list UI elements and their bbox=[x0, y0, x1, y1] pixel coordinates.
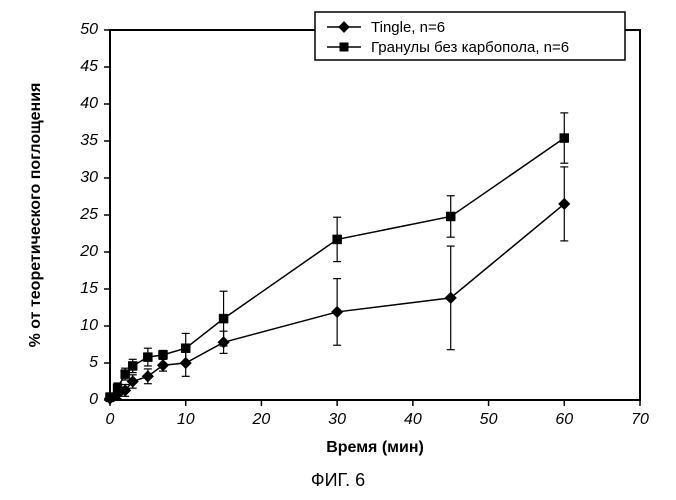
x-tick-label: 60 bbox=[555, 411, 573, 428]
y-tick-label: 40 bbox=[80, 95, 98, 112]
data-marker bbox=[219, 314, 228, 323]
x-tick-label: 20 bbox=[252, 411, 271, 428]
chart-svg: 0 5 10 15 20 25 30 35 40 45 50 0 10 20 30 40 50 60 70 % от … bbox=[0, 0, 676, 500]
y-tick-label: 15 bbox=[80, 280, 98, 297]
figure-caption: ФИГ. 6 bbox=[311, 470, 365, 490]
data-marker bbox=[333, 235, 342, 244]
data-marker bbox=[560, 134, 569, 143]
y-tick-label: 45 bbox=[80, 58, 98, 75]
x-tick-label: 30 bbox=[328, 411, 346, 428]
x-axis-label: Время (мин) bbox=[326, 439, 424, 456]
y-tick-label: 50 bbox=[80, 21, 98, 38]
y-tick-label: 35 bbox=[80, 132, 98, 149]
figure-container: 0 5 10 15 20 25 30 35 40 45 50 0 10 20 30 40 50 60 70 % от … bbox=[0, 0, 676, 500]
x-tick-label: 0 bbox=[106, 411, 115, 428]
x-tick-label: 40 bbox=[404, 411, 422, 428]
legend-label: Tingle, n=6 bbox=[371, 19, 445, 36]
y-tick-label: 0 bbox=[89, 391, 98, 408]
y-axis-label: % от теоретического поглощения bbox=[27, 83, 44, 348]
y-tick-label: 30 bbox=[80, 169, 98, 186]
legend-label: Гранулы без карбопола, n=6 bbox=[371, 39, 569, 56]
data-marker bbox=[181, 344, 190, 353]
data-marker bbox=[446, 212, 455, 221]
data-marker bbox=[121, 370, 130, 379]
data-marker bbox=[113, 384, 122, 393]
y-tick-label: 5 bbox=[89, 354, 98, 371]
x-tick-label: 50 bbox=[480, 411, 498, 428]
x-tick-label: 70 bbox=[631, 411, 649, 428]
legend-marker bbox=[340, 43, 349, 52]
y-tick-label: 20 bbox=[79, 243, 98, 260]
data-marker bbox=[159, 350, 168, 359]
x-tick-label: 10 bbox=[177, 411, 195, 428]
data-marker bbox=[128, 361, 137, 370]
y-tick-label: 25 bbox=[79, 206, 98, 223]
data-marker bbox=[143, 353, 152, 362]
data-marker bbox=[106, 393, 115, 402]
y-tick-label: 10 bbox=[80, 317, 98, 334]
